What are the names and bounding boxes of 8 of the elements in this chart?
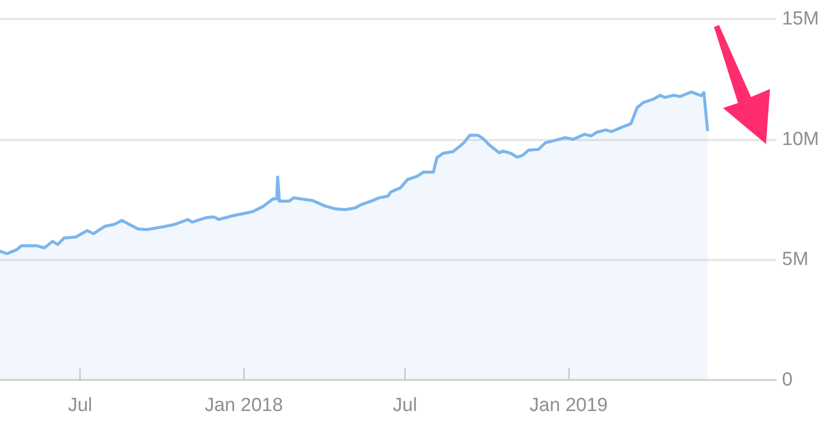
y-tick-label: 5M [782, 249, 808, 270]
x-tick-label: Jan 2019 [530, 395, 608, 416]
y-tick-label: 10M [782, 128, 819, 150]
x-tick-label: Jul [68, 395, 92, 416]
x-tick-label: Jul [392, 395, 418, 416]
x-tick-label: Jan 2018 [204, 395, 283, 416]
y-tick-label: 15M [782, 8, 819, 30]
y-tick-label: 0 [782, 370, 793, 390]
